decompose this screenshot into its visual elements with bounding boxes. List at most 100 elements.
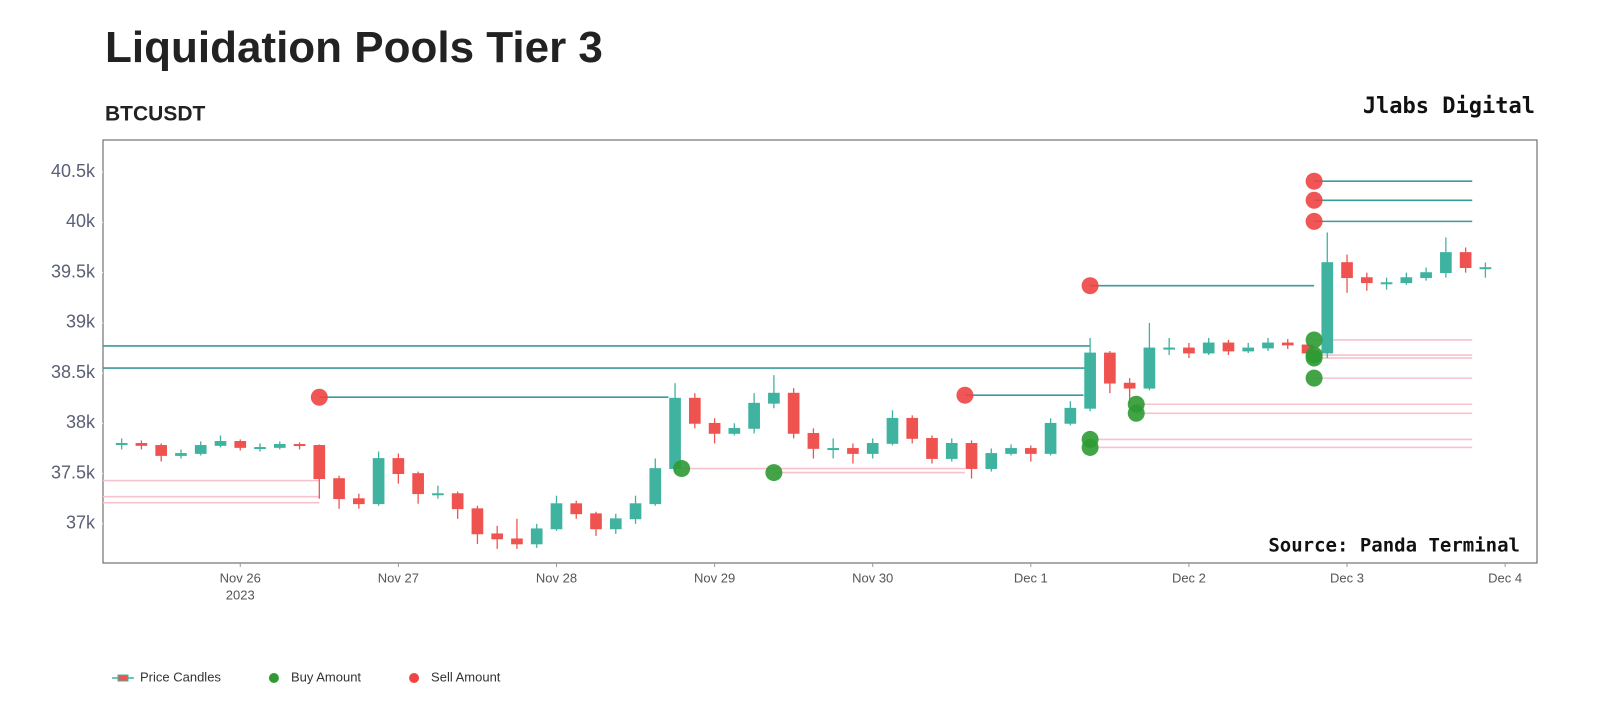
candle-body [708,422,721,434]
candle-body [1143,347,1156,389]
candle-body [155,445,168,456]
liquidation-point [1081,438,1099,456]
candle-body [293,444,306,447]
candle-body [1104,352,1116,384]
liquidation-point [1305,191,1323,209]
candle-body [313,445,326,480]
y-tick-label: 38.5k [51,362,96,382]
liquidation-point [1081,277,1099,295]
liquidation-point [765,464,783,482]
y-tick-label: 38k [66,412,96,432]
candle-body [353,498,365,505]
candle-body [748,402,760,429]
candle-body [1400,277,1413,284]
legend-swatch [117,674,129,682]
candle-body [1360,277,1373,284]
y-tick-label: 40k [66,211,96,231]
candle-body [1242,347,1255,352]
candle-body [451,493,464,510]
candle-body [827,448,840,451]
candle-body [629,503,642,520]
candle-body [965,443,978,469]
candle-body [609,518,622,530]
candle-body [768,392,780,404]
candle-body [175,453,187,456]
candle-body [254,447,266,450]
candle-body [530,528,543,545]
candle-body [1420,272,1432,279]
candle-body [1024,448,1037,454]
candle-body [1202,342,1215,354]
candle-body [1183,347,1195,354]
plot-area [0,172,1492,549]
legend-label: Buy Amount [291,669,361,684]
legend-label: Sell Amount [431,669,501,684]
candle-body [1064,407,1077,424]
candle-body [1459,252,1472,269]
candle-body [1084,352,1096,409]
x-year-label: 2023 [226,587,255,602]
liquidation-point [1305,349,1323,367]
candle-body [333,478,345,500]
candle-body [570,503,583,515]
candle-body [1163,347,1176,350]
liquidation-point [0,360,12,377]
candle-body [234,441,247,448]
candle-body [1222,342,1235,352]
liquidation-point [1305,331,1323,349]
candle-body [1044,422,1057,454]
liquidation-point [1305,369,1323,387]
brand-label: Jlabs Digital [1363,94,1535,119]
source-label: Source: Panda Terminal [1268,535,1520,557]
y-tick-label: 39k [66,312,96,332]
legend-label: Price Candles [140,669,221,684]
liquidation-point [673,460,691,478]
liquidation-point [0,494,12,511]
candle-body [807,432,820,449]
candle-body [412,473,424,495]
candle-body [432,493,444,496]
candle-body [214,441,227,446]
candle-body [866,443,879,454]
liquidation-point [0,337,12,354]
candle-body [1005,448,1017,454]
x-tick-label: Nov 29 [694,570,735,585]
chart-subtitle: BTCUSDT [105,103,205,126]
x-tick-label: Dec 4 [1488,570,1522,585]
liquidation-point [0,488,12,505]
x-tick-label: Nov 26 [220,570,261,585]
liquidation-point [310,388,328,406]
y-tick-label: 37.5k [51,462,96,482]
candle-body [1262,342,1274,349]
candle-body [115,443,128,446]
candle-body [847,448,859,454]
legend-swatch [409,673,420,683]
candle-body [886,417,899,444]
candle-body [471,508,484,535]
liquidation-point [1305,172,1323,190]
x-tick-label: Dec 1 [1014,570,1048,585]
candle-body [1281,342,1294,346]
candle-body [491,533,504,540]
candle-body [787,392,800,434]
candle-body [194,445,207,454]
y-tick-label: 40.5k [51,161,96,181]
y-tick-label: 39.5k [51,261,96,281]
candle-body [1380,282,1393,285]
chart-title: Liquidation Pools Tier 3 [105,23,603,72]
x-tick-label: Nov 28 [536,570,577,585]
candle-body [1479,267,1492,270]
candle-body [945,443,958,459]
candle-body [511,538,523,545]
candle-body [372,458,385,505]
x-tick-label: Nov 27 [378,570,419,585]
liquidation-point [956,386,974,404]
candle-body [1321,262,1334,354]
x-tick-label: Dec 2 [1172,570,1206,585]
candle-body [550,503,563,530]
legend-swatch [268,673,279,683]
liquidation-point [1305,212,1323,230]
liquidation-point [1127,404,1145,422]
candle-body [926,438,938,459]
candle-body [1123,382,1136,389]
